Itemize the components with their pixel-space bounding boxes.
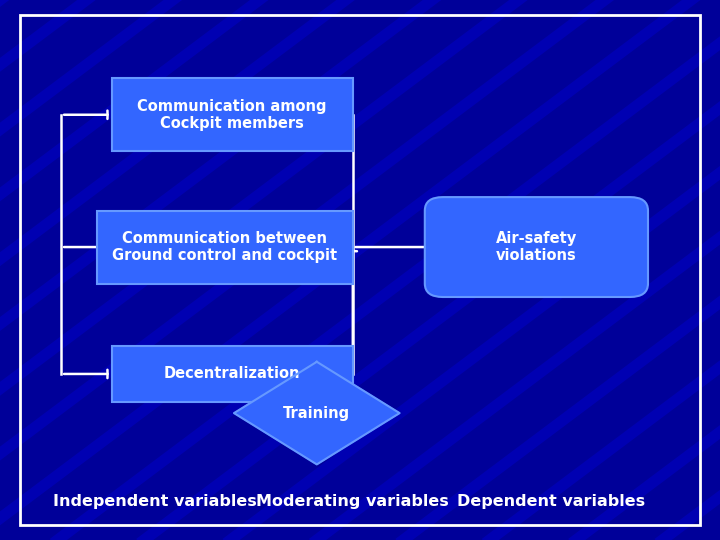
FancyBboxPatch shape — [112, 346, 353, 402]
Text: Dependent variables: Dependent variables — [456, 494, 645, 509]
Text: Training: Training — [283, 406, 351, 421]
Polygon shape — [234, 362, 400, 464]
FancyBboxPatch shape — [97, 211, 353, 284]
Text: Decentralization: Decentralization — [164, 367, 300, 381]
Text: Moderating variables: Moderating variables — [256, 494, 449, 509]
FancyBboxPatch shape — [112, 78, 353, 151]
Text: Communication between
Ground control and cockpit: Communication between Ground control and… — [112, 231, 338, 263]
Text: Air-safety
violations: Air-safety violations — [496, 231, 577, 263]
Text: Independent variables: Independent variables — [53, 494, 256, 509]
FancyBboxPatch shape — [425, 197, 648, 297]
Text: Communication among
Cockpit members: Communication among Cockpit members — [138, 98, 327, 131]
